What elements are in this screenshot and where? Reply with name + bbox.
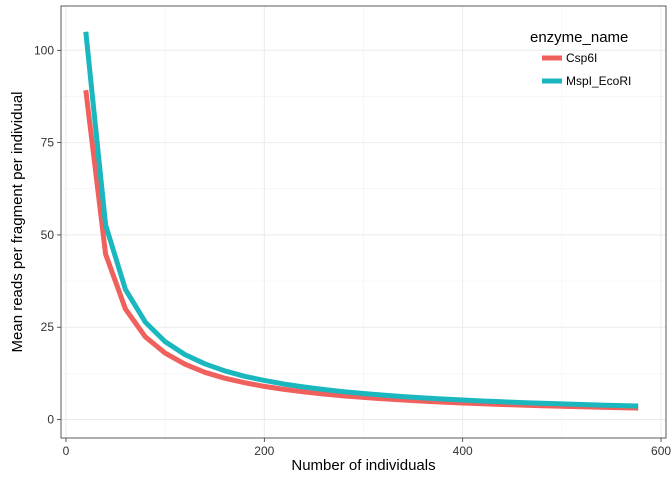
y-tick-label: 75 [41, 136, 55, 150]
legend-title: enzyme_name [530, 29, 628, 46]
y-axis-title: Mean reads per fragment per individual [9, 92, 26, 353]
grid [61, 6, 666, 438]
y-tick-label: 25 [41, 320, 55, 334]
series-line-csp6i [83, 89, 639, 411]
legend-label-mspi-ecori: MspI_EcoRI [566, 74, 631, 88]
x-tick-label: 400 [453, 444, 473, 458]
y-tick-label: 0 [47, 413, 54, 427]
x-tick-label: 600 [651, 444, 671, 458]
y-tick-label: 100 [34, 43, 54, 57]
panel-border [60, 5, 667, 439]
y-tick-label: 50 [41, 228, 55, 242]
x-axis-title: Number of individuals [291, 457, 435, 474]
legend: enzyme_name Csp6I MspI_EcoRI [530, 29, 631, 88]
x-tick-label: 200 [254, 444, 274, 458]
series-lines [83, 31, 639, 411]
x-tick-label: 0 [63, 444, 70, 458]
axes: 0 200 400 600 0 25 50 75 100 [34, 43, 671, 458]
legend-label-csp6i: Csp6I [566, 51, 597, 65]
series-line-mspi-ecori [83, 31, 639, 409]
